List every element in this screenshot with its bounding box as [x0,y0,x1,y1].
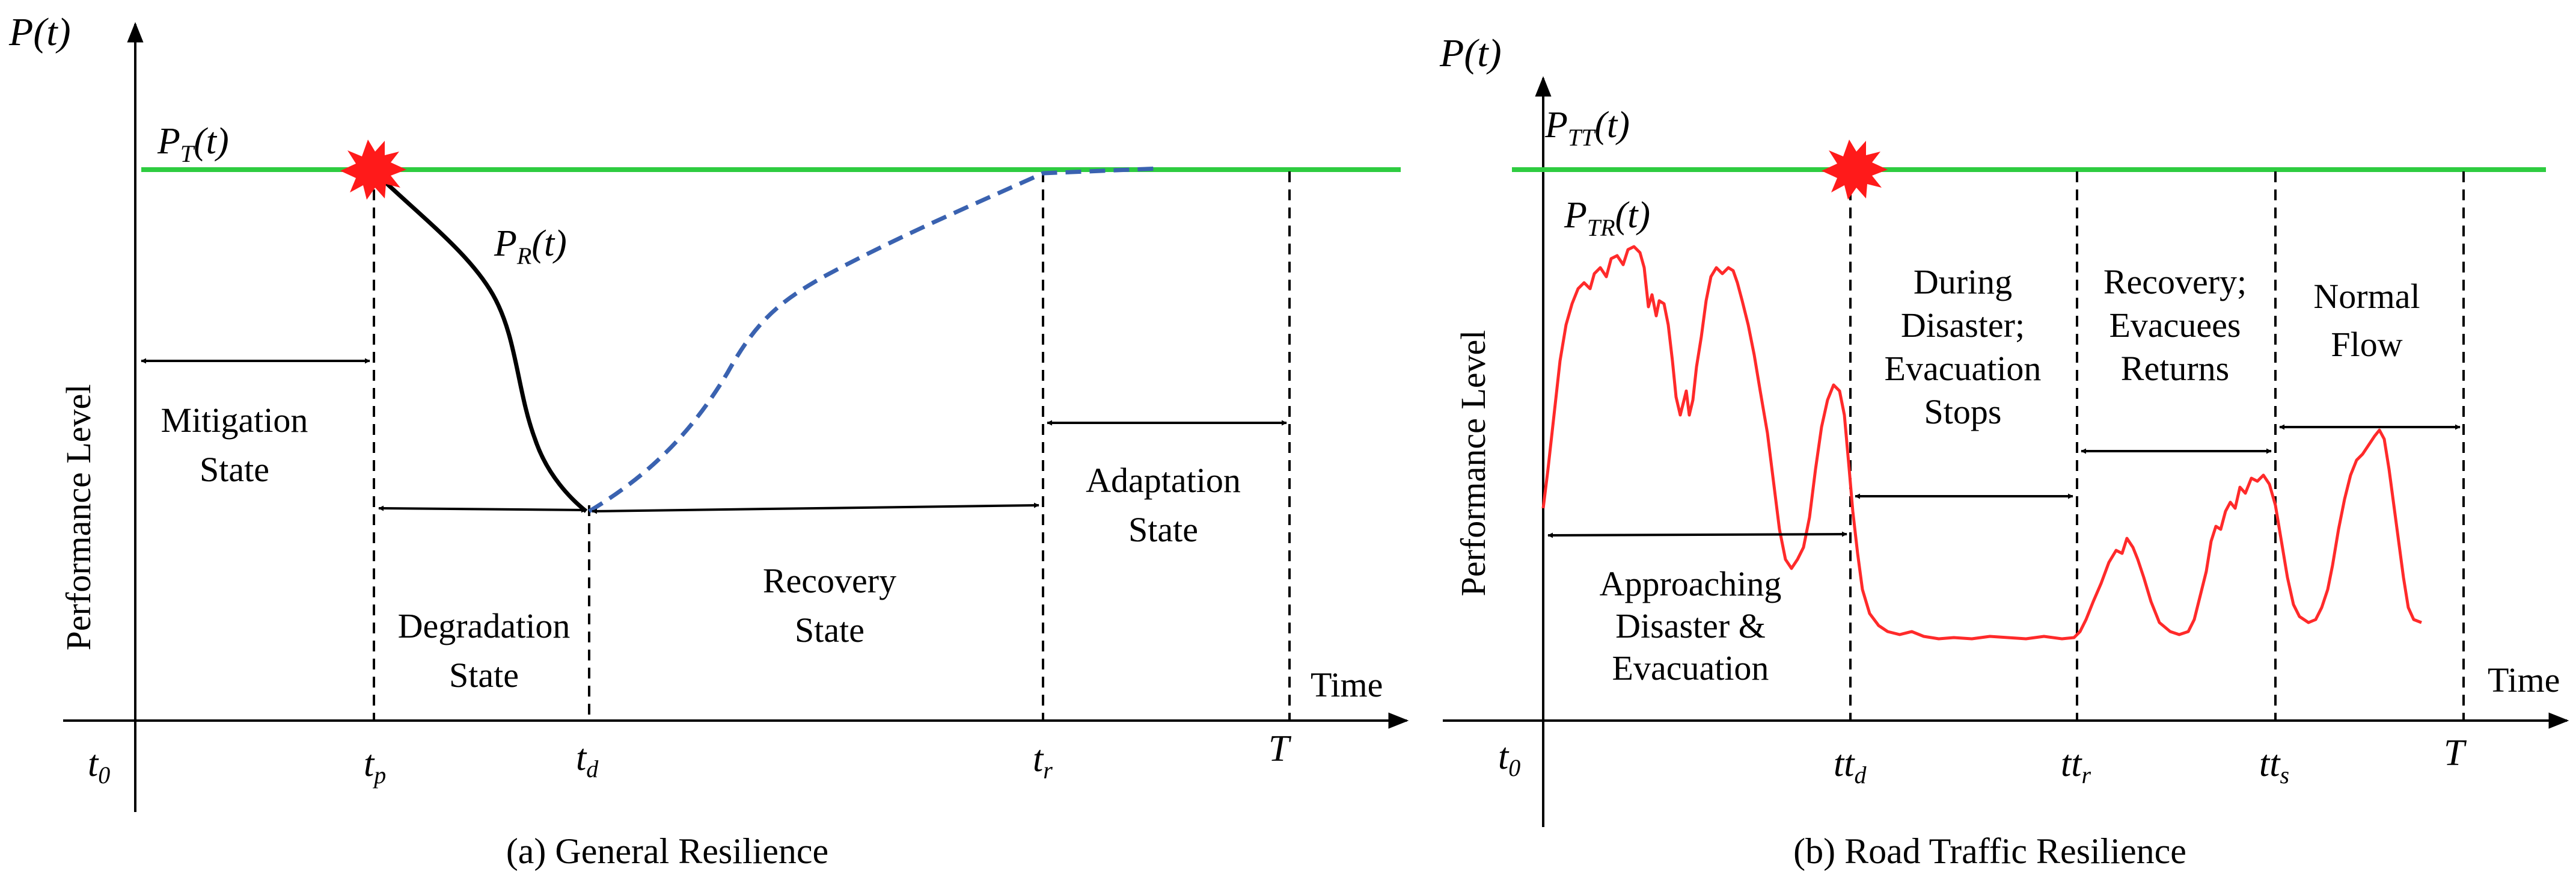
panel-b-approaching-label: Approaching Disaster & Evacuation [1600,564,1782,688]
panel-a-degradation-label: Degradation State [398,606,571,695]
panel-a-x-title: Time [1311,665,1383,704]
panel-b-approaching-arrow [1547,531,1847,538]
panel-a-recovery-curve [588,166,1161,514]
panel-a-y-axis-label: P(t) [8,10,71,54]
panel-b-tick-ttd: ttd [1834,743,1867,789]
panel-a-tick-t0: t0 [88,743,110,789]
panel-a-tick-tp: tp [364,743,386,789]
panel-a-target-label: PT(t) [157,121,229,167]
panel-a-degradation-curve [372,170,588,513]
panel-b-target-label: PTT(t) [1544,105,1630,151]
panel-b-y-axis-label: P(t) [1439,31,1502,75]
panel-b-normal-label: Normal Flow [2313,277,2420,364]
panel-a-recovery-arrow [592,502,1039,514]
panel-b-caption: (b) Road Traffic Resilience [1793,831,2186,871]
panel-b-recovery-label: Recovery; Evacuees Returns [2103,262,2247,388]
panel-b-y-title: Performance Level [1454,330,1493,597]
panel-a-disruption-burst-icon [340,140,406,200]
panel-a-degradation-curve-label: PR(t) [494,223,567,269]
panel-a-tick-tr: tr [1033,739,1053,784]
panel-a-tick-td: td [576,737,599,783]
panel-b-disruption-burst-icon [1822,140,1888,200]
panel-a-adaptation-label: Adaptation State [1086,461,1241,549]
panel-b-tick-T: T [2444,733,2467,774]
panel-a-tick-T: T [1268,728,1292,769]
panel-b-traffic-curve [1541,245,2422,641]
panel-b-real-label: PTR(t) [1564,195,1650,241]
panel-a-caption: (a) General Resilience [506,831,828,871]
panel-a-degradation-arrow [378,505,587,513]
panel-b-during-label: During Disaster; Evacuation Stops [1885,262,2042,431]
panel-a-y-title: Performance Level [59,384,98,651]
panel-a-mitigation-label: Mitigation State [161,401,308,489]
panel-b-tick-t0: t0 [1498,736,1520,781]
panel-a-recovery-label: Recovery State [763,561,896,650]
panel-b: P(t) Time Performance Level PTT(t) PTR(t… [1439,31,2569,871]
panel-b-x-title: Time [2488,660,2560,700]
panel-b-tick-tts: tts [2259,743,2289,789]
panel-b-tick-ttr: ttr [2061,743,2091,789]
panel-a: P(t) Time Performance Level PT(t) PR(t) … [8,10,1409,871]
